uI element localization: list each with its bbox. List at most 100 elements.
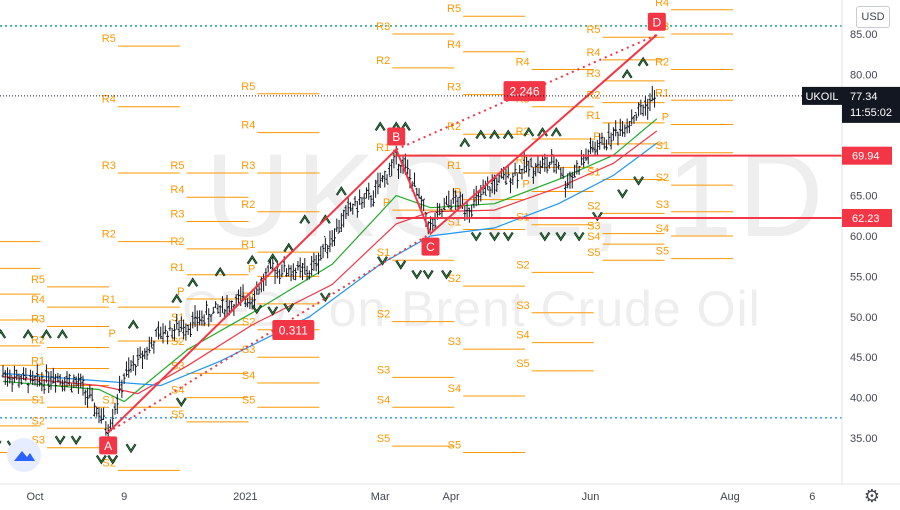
pivot-level-label: P — [383, 197, 390, 209]
pivot-level-label: S1 — [656, 140, 669, 152]
pivot-level-label: R2 — [170, 236, 184, 248]
fractal-down-marker-tint — [395, 260, 406, 269]
fractal-up-marker-tint — [503, 130, 514, 139]
fractal-up-marker-tint — [299, 215, 310, 224]
fractal-up-marker-tint — [336, 187, 347, 196]
fractal-down-marker — [470, 231, 482, 242]
pivot-level-label: R4 — [447, 39, 461, 51]
fractal-up-marker-tint — [460, 138, 470, 147]
price-scale-bg — [842, 0, 900, 484]
pivot-level-label: P — [522, 179, 529, 191]
fractal-up-marker — [489, 129, 500, 140]
pivot-level-label: R3 — [447, 82, 461, 94]
fractal-up-marker — [57, 329, 68, 339]
fractal-up-marker — [41, 329, 52, 339]
fractal-down-marker-tint — [540, 232, 550, 241]
pivot-level-label: R3 — [586, 68, 600, 80]
fractal-down-marker-tint — [251, 305, 262, 313]
fractal-up-marker-tint — [57, 330, 68, 339]
pivot-level-label: S3 — [656, 199, 669, 211]
pivot-level-label: R2 — [102, 229, 116, 241]
fractal-up-marker — [299, 214, 311, 224]
price-scale-level-label: 62.23 — [852, 213, 880, 225]
pattern-point-label: C — [426, 240, 435, 254]
pivot-level-label: R4 — [516, 57, 530, 69]
fractal-down-marker — [70, 435, 82, 446]
currency-button[interactable]: USD — [856, 6, 890, 28]
y-axis-tick-label: 60.00 — [850, 231, 878, 243]
pivot-level-label: S2 — [656, 172, 669, 184]
pivot-level-label: R1 — [655, 87, 669, 99]
fractal-up-marker — [459, 137, 471, 148]
y-axis-tick-label: 85.00 — [850, 29, 878, 41]
pivot-level-label: S5 — [656, 246, 669, 258]
price-scale-level-label: 69.94 — [852, 151, 880, 163]
fractal-up-marker — [621, 68, 633, 79]
pattern-point-box — [647, 12, 666, 31]
fractal-up-marker-tint — [171, 294, 182, 303]
pivot-level-label: S5 — [448, 440, 461, 452]
pivot-level-label: S5 — [587, 247, 600, 259]
fractal-up-marker-tint — [215, 268, 225, 277]
pivot-level-label: R2 — [655, 57, 669, 69]
pivot-level-label: S4 — [587, 231, 600, 243]
pivot-level-label: R2 — [376, 55, 390, 67]
pivot-level-label: R1 — [447, 160, 461, 172]
pivot-level-label: R1 — [170, 262, 184, 274]
fractal-down-marker-tint — [441, 270, 452, 279]
fractal-up-marker-tint — [41, 330, 52, 339]
fractal-down-marker — [539, 231, 551, 242]
pivot-level-label: P — [454, 187, 461, 199]
pivot-level-label: R5 — [170, 160, 184, 172]
pivot-level-label: S3 — [448, 336, 461, 348]
x-axis-tick-label: Aug — [720, 491, 740, 503]
pivot-level-label: S2 — [377, 309, 390, 321]
y-axis-tick-label: 65.00 — [850, 191, 878, 203]
fractal-down-marker — [617, 189, 628, 199]
pivot-level-label: R1 — [586, 110, 600, 122]
fractal-up-marker — [335, 186, 347, 196]
pivot-level-label: S2 — [448, 273, 461, 285]
pivot-level-label: S3 — [242, 344, 255, 356]
pivot-level-label: R3 — [31, 313, 45, 325]
mountain-icon — [14, 451, 35, 461]
fractal-up-marker-tint — [622, 70, 632, 79]
fractal-down-marker — [175, 397, 187, 408]
fractal-down-marker — [411, 269, 423, 280]
pivot-level-label: R5 — [241, 81, 255, 93]
pivot-level-label: R2 — [241, 199, 255, 211]
pattern-ratio-box — [272, 319, 315, 340]
x-axis-tick-label: 9 — [121, 491, 127, 503]
pivot-level-label: S1 — [448, 217, 461, 229]
fractal-down-marker-tint — [423, 270, 434, 279]
x-axis-tick-label: 2021 — [233, 491, 257, 503]
pivot-level-label: P — [248, 263, 255, 275]
pattern-point-label: A — [104, 439, 112, 453]
fractal-up-marker — [475, 129, 487, 140]
pivot-level-label: R1 — [241, 239, 255, 251]
y-axis-tick-label: 45.00 — [850, 352, 878, 364]
pivot-level-label: R4 — [586, 47, 600, 59]
fractal-down-marker-tint — [107, 455, 118, 464]
pivot-level-label: P — [109, 328, 116, 340]
pivot-level-label: S3 — [587, 221, 600, 233]
fractal-down-marker-tint — [411, 270, 422, 279]
fractal-down-marker-tint — [96, 455, 107, 464]
pattern-point-label: D — [653, 15, 662, 29]
tradingview-logo[interactable] — [7, 438, 41, 472]
fractal-down-marker — [422, 269, 434, 280]
symbol-tag-box — [802, 86, 842, 105]
y-axis-tick-label: 40.00 — [850, 393, 878, 405]
x-axis-tick-label: Jun — [582, 491, 600, 503]
fractal-down-marker-tint — [617, 189, 628, 198]
fractal-down-marker-tint — [71, 435, 81, 444]
settings-gear-icon[interactable]: ⚙ — [863, 486, 881, 506]
fractal-down-marker-tint — [633, 176, 644, 185]
fractal-up-marker-tint — [23, 330, 33, 339]
pivot-level-label: P — [662, 111, 669, 123]
fractal-down-marker — [633, 176, 644, 186]
x-axis-tick-label: Apr — [443, 491, 460, 503]
fractal-up-marker-tint — [476, 130, 486, 139]
fractal-down-marker-tint — [592, 212, 603, 220]
